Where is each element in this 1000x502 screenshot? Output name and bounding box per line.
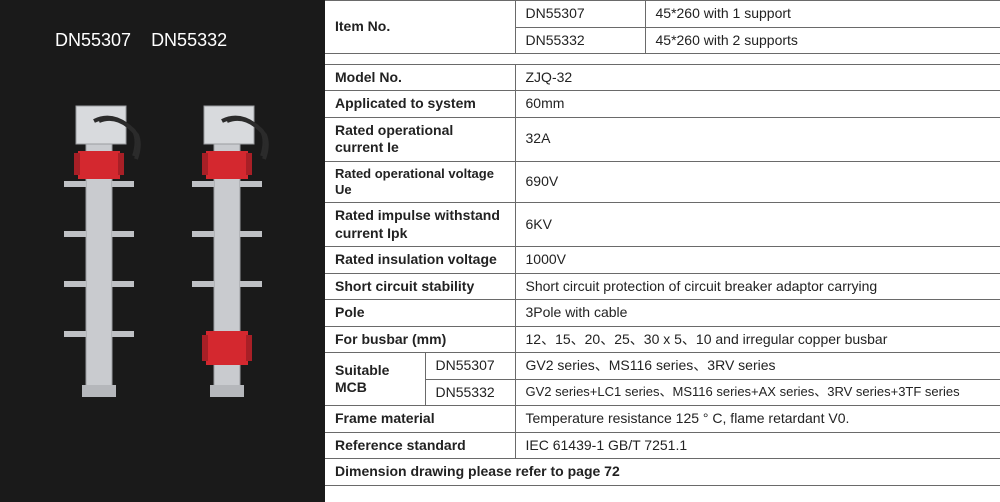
system-label: Applicated to system bbox=[325, 91, 515, 118]
short-value: Short circuit protection of circuit brea… bbox=[515, 273, 1000, 300]
insulation-value: 1000V bbox=[515, 247, 1000, 274]
mcb-row2-no: DN55332 bbox=[425, 379, 515, 406]
pole-value: 3Pole with cable bbox=[515, 300, 1000, 327]
specifications-table: Model No. ZJQ-32 Applicated to system 60… bbox=[325, 64, 1000, 486]
busbar-value: 12、15、20、25、30 x 5、10 and irregular copp… bbox=[515, 326, 1000, 353]
product-title-1: DN55307 bbox=[55, 30, 131, 51]
product-render-2 bbox=[172, 101, 282, 421]
item-desc-1: 45*260 with 1 support bbox=[645, 1, 1000, 28]
frame-label: Frame material bbox=[325, 406, 515, 433]
mcb-row1-val: GV2 series、MS116 series、3RV series bbox=[515, 353, 1000, 380]
product-render-1 bbox=[44, 101, 154, 421]
item-no-label: Item No. bbox=[325, 1, 515, 54]
impulse-label: Rated impulse withstand current Ipk bbox=[325, 203, 515, 247]
item-no-2: DN55332 bbox=[515, 27, 645, 54]
voltage-value: 690V bbox=[515, 161, 1000, 203]
short-label: Short circuit stability bbox=[325, 273, 515, 300]
product-title-2: DN55332 bbox=[151, 30, 227, 51]
mcb-row1-no: DN55307 bbox=[425, 353, 515, 380]
product-showcase-panel: DN55307 DN55332 bbox=[0, 0, 325, 502]
model-label: Model No. bbox=[325, 64, 515, 91]
insulation-label: Rated insulation voltage bbox=[325, 247, 515, 274]
mcb-label: Suitable MCB bbox=[325, 353, 425, 406]
impulse-value: 6KV bbox=[515, 203, 1000, 247]
dimension-note: Dimension drawing please refer to page 7… bbox=[325, 459, 1000, 486]
busbar-label: For busbar (mm) bbox=[325, 326, 515, 353]
system-value: 60mm bbox=[515, 91, 1000, 118]
voltage-label: Rated operational voltage Ue bbox=[325, 161, 515, 203]
current-label: Rated operational current Ie bbox=[325, 117, 515, 161]
ref-value: IEC 61439-1 GB/T 7251.1 bbox=[515, 432, 1000, 459]
item-number-table: Item No. DN55307 45*260 with 1 support D… bbox=[325, 0, 1000, 64]
item-no-1: DN55307 bbox=[515, 1, 645, 28]
pole-label: Pole bbox=[325, 300, 515, 327]
product-image-row bbox=[20, 91, 305, 421]
ref-label: Reference standard bbox=[325, 432, 515, 459]
item-desc-2: 45*260 with 2 supports bbox=[645, 27, 1000, 54]
current-value: 32A bbox=[515, 117, 1000, 161]
frame-value: Temperature resistance 125 ° C, flame re… bbox=[515, 406, 1000, 433]
model-value: ZJQ-32 bbox=[515, 64, 1000, 91]
spec-panel: Item No. DN55307 45*260 with 1 support D… bbox=[325, 0, 1000, 502]
mcb-row2-val: GV2 series+LC1 series、MS116 series+AX se… bbox=[515, 379, 1000, 406]
product-title-row: DN55307 DN55332 bbox=[20, 30, 305, 51]
